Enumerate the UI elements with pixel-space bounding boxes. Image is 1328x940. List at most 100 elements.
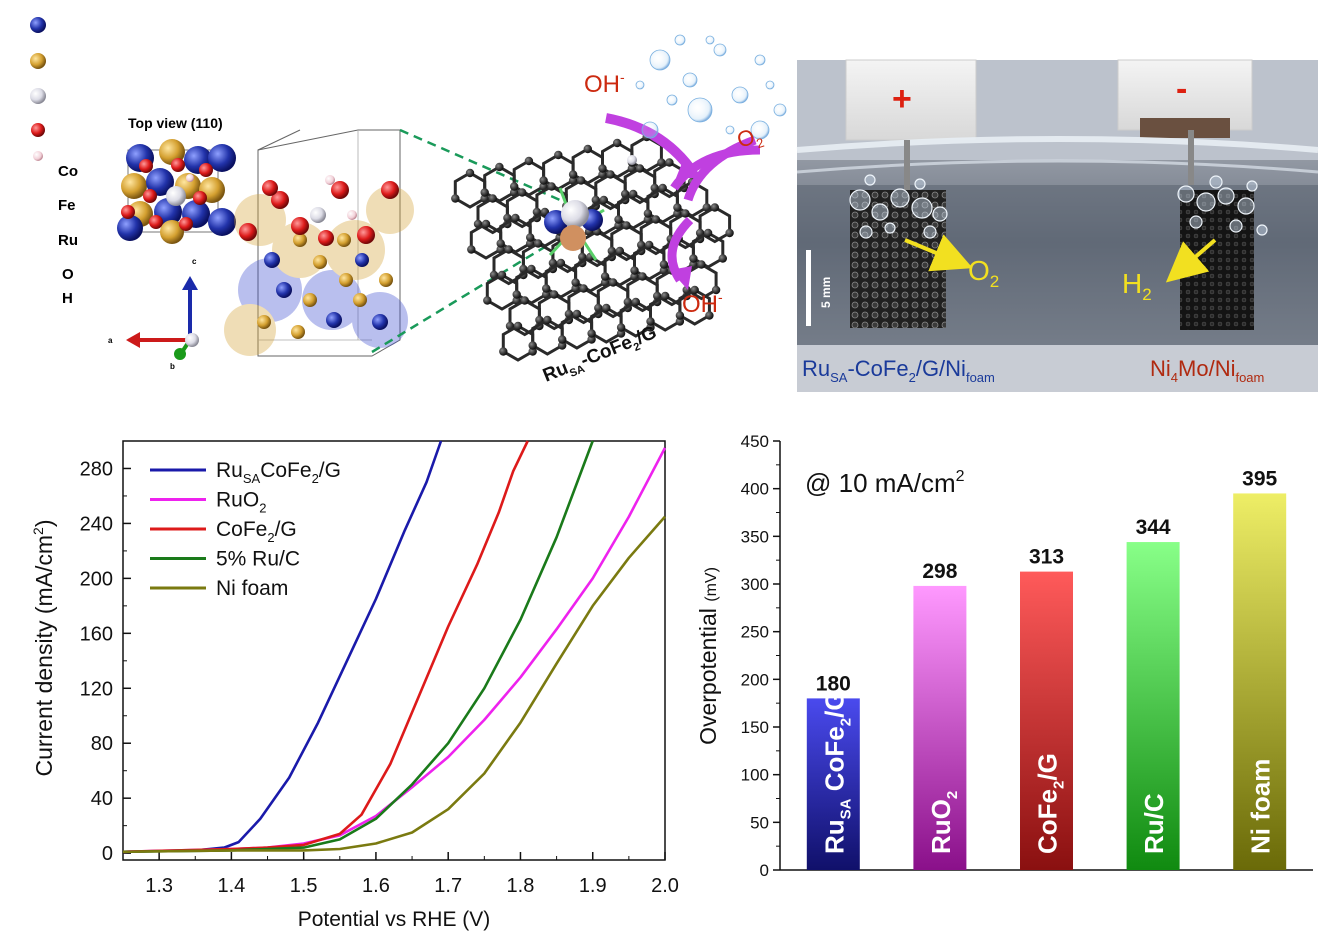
carbon-atom [600, 272, 610, 281]
lsv-plot-frame [122, 440, 666, 861]
gas-bubble [871, 203, 889, 221]
catalyst-label: RuSA-CoFe2/G [540, 322, 661, 389]
carbon-atom [510, 182, 519, 191]
carbon-atom [524, 156, 534, 166]
gas-bubble [731, 86, 749, 104]
reaction-arrows [605, 113, 761, 290]
gas-bubble [1209, 175, 1223, 189]
gas-bubble [750, 120, 770, 140]
photo-o2-label: O2 [968, 255, 999, 291]
carbon-atom [658, 183, 667, 193]
lsv-y-tick-label: 80 [91, 733, 113, 755]
graphene-ring [483, 165, 516, 203]
bar-y-tick-label: 50 [750, 813, 769, 832]
carbon-atom [651, 215, 661, 224]
bar-y-tick-label: 350 [741, 527, 769, 546]
legend-sphere-fe [30, 53, 46, 69]
top-view-label: Top view (110) [128, 115, 223, 131]
carbon-atom [587, 335, 596, 344]
graphene-ring [571, 147, 604, 185]
carbon-atom [622, 221, 631, 230]
carbon-atom [504, 245, 513, 254]
carbon-atom [480, 188, 489, 197]
gas-bubble [911, 197, 933, 219]
carbon-atom [512, 290, 521, 299]
carbon-atom [681, 209, 690, 218]
carbon-atom [497, 270, 507, 280]
carbon-atom [576, 176, 586, 185]
o2-arrow [904, 234, 973, 272]
carbon-atom [718, 254, 727, 263]
carbon-atom [526, 233, 535, 242]
legend-sphere-o [31, 123, 45, 137]
gas-bubble [1177, 185, 1195, 203]
lsv-y-tick-label: 280 [80, 458, 113, 480]
bar-y-tick-label: 200 [741, 670, 769, 689]
graphene-ring [512, 159, 546, 197]
lsv-chart: 1.3 1.4 1.5 1.6 1.7 1.8 1.9 2.0 0 40 80 120 160 200 24… [30, 440, 679, 931]
carbon-atom [598, 164, 607, 173]
electrode-bubbles [849, 174, 1268, 239]
gas-bubble [1196, 192, 1216, 212]
carbon-atom [615, 246, 624, 256]
gas-bubble [773, 103, 787, 117]
carbon-atom [616, 323, 626, 332]
carbon-atom [547, 182, 556, 191]
carbon-atom [513, 321, 523, 331]
gas-bubble [765, 80, 775, 90]
legend-label-co: Co [58, 163, 78, 180]
bar-value-label: 298 [922, 560, 957, 583]
gas-bubble [932, 206, 948, 222]
legend-sphere-co [30, 17, 46, 33]
lsv-legend-label: RuO2 [216, 489, 266, 516]
lsv-series-line [122, 440, 594, 854]
structure-panel: Co Fe Ru O H Top view (110) [30, 17, 787, 389]
carbon-atom [703, 228, 713, 238]
carbon-atom [554, 150, 563, 160]
bar-y-tick-label: 450 [741, 432, 769, 451]
carbon-atom [496, 239, 505, 248]
carbon-atom [481, 219, 491, 229]
carbon-atom [579, 284, 588, 293]
axis-label-c: c [192, 257, 197, 266]
lsv-series-line [122, 440, 443, 854]
gas-bubble [635, 80, 645, 90]
bar-y-tick-label: 100 [741, 766, 769, 785]
gas-bubble [1256, 224, 1268, 236]
bar-category-label: CoFe2/G [1033, 753, 1068, 854]
carbon-atom [483, 296, 492, 305]
legend-label-o: O [62, 266, 74, 283]
carbon-atom [629, 189, 638, 199]
bar [1020, 571, 1073, 870]
photo-h2-label: H2 [1122, 268, 1152, 304]
lsv-y-tick-label: 40 [91, 788, 113, 810]
gas-bubble [859, 225, 873, 239]
h2-arrow [1165, 238, 1217, 283]
bar-y-tick-label: 0 [760, 861, 769, 880]
lsv-series-line [122, 440, 529, 854]
carbon-atom [467, 245, 476, 254]
lsv-y-tick-label: 0 [102, 843, 113, 865]
bar-value-label: 395 [1242, 467, 1277, 490]
carbon-atom [539, 176, 548, 185]
bar [806, 698, 860, 870]
gas-bubble [713, 43, 727, 57]
bar-category-label: Ni foam [1246, 759, 1276, 854]
graphene-ring [453, 171, 487, 209]
gas-bubble [864, 174, 876, 186]
bar-category-label: RuSA CoFe2/G [819, 690, 854, 854]
scale-bar [806, 250, 811, 326]
lsv-y-tick-label: 120 [80, 678, 113, 700]
legend-label-ru: Ru [58, 232, 78, 249]
carbon-atom [599, 195, 608, 205]
gas-bubble [687, 97, 713, 123]
carbon-atom [725, 228, 734, 238]
carbon-atom [673, 203, 682, 212]
cathode-caption: Ni4Mo/Nifoam [1150, 356, 1264, 385]
lsv-legend-label: RuSACoFe2/G [216, 459, 341, 486]
lsv-x-tick-label: 1.5 [290, 875, 318, 897]
carbon-atom [665, 158, 674, 167]
lsv-y-tick-label: 160 [80, 623, 113, 645]
